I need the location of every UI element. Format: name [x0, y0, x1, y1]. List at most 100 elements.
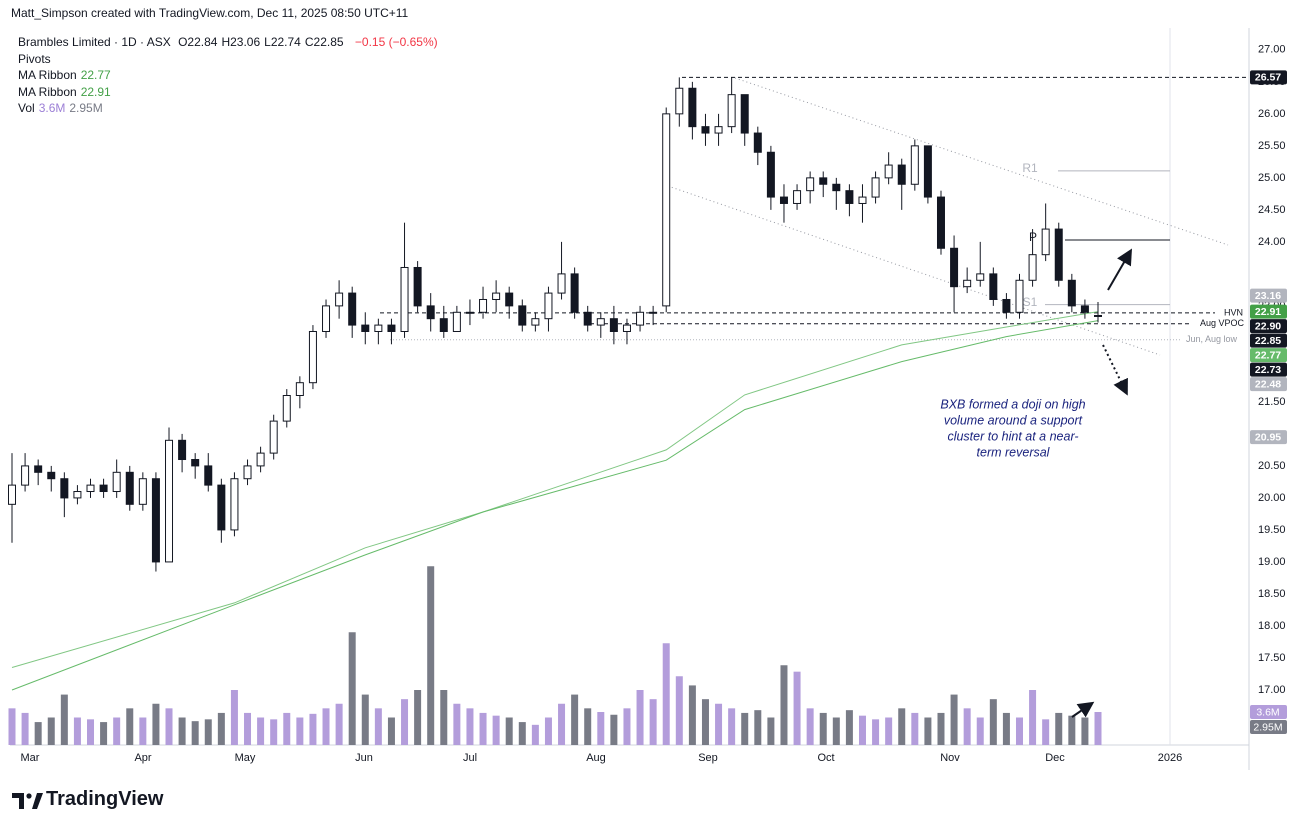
volume-bar — [872, 719, 880, 745]
volume-bar — [1094, 712, 1102, 745]
volume-bar — [87, 719, 95, 745]
volume-bar — [322, 708, 330, 745]
volume-bar — [374, 708, 382, 745]
volume-bar — [178, 717, 186, 745]
candle-body — [897, 164, 906, 185]
volume-bar — [1002, 712, 1010, 745]
volume-bar — [414, 690, 422, 745]
level-label: S1 — [1023, 295, 1038, 309]
candle-body — [518, 305, 527, 326]
c-val: 22.85 — [313, 35, 344, 49]
price-badge — [1250, 362, 1287, 377]
y-tick-label: 18.50 — [1258, 588, 1286, 600]
candle-body — [583, 311, 592, 326]
volume-bar — [767, 717, 775, 745]
volume-bar — [701, 699, 709, 745]
candle-body — [413, 266, 422, 307]
candle-body — [191, 459, 200, 467]
ma-value: 22.91 — [80, 84, 111, 99]
candle-body — [688, 87, 697, 128]
x-tick-label: Sep — [698, 752, 718, 764]
volume-bar — [924, 717, 932, 745]
volume-bar — [571, 694, 579, 745]
volume-bar — [8, 708, 16, 745]
candle-body — [531, 318, 540, 326]
candle-body — [740, 94, 749, 134]
price-badge — [1250, 348, 1287, 363]
volume-bar — [989, 699, 997, 745]
price-badge — [1250, 430, 1287, 445]
l-val: 22.74 — [270, 35, 301, 49]
candle-body — [845, 190, 854, 204]
volume-bar — [780, 665, 788, 745]
price-badge — [1250, 319, 1287, 334]
volume-bar — [152, 703, 160, 745]
volume-bar — [623, 708, 631, 745]
x-tick-label: Apr — [134, 752, 151, 764]
c-key: C — [304, 35, 314, 49]
ma-line — [11, 311, 1099, 668]
x-tick-label: 2026 — [1158, 752, 1182, 764]
volume-bar — [806, 708, 814, 745]
volume-bar — [73, 717, 81, 745]
candle-body — [204, 465, 213, 486]
y-tick-label: 17.50 — [1258, 652, 1286, 664]
volume-bar — [728, 708, 736, 745]
y-tick-label: 21.50 — [1258, 396, 1286, 408]
candle-body — [243, 465, 252, 480]
vol-ma: 2.95M — [69, 101, 103, 115]
candle-body — [505, 292, 514, 307]
candle-body — [178, 439, 187, 461]
volume-bar — [845, 710, 853, 745]
volume-bar — [976, 717, 984, 745]
candle-body — [989, 273, 998, 300]
logo-icon — [12, 793, 43, 809]
candle-body — [701, 126, 710, 134]
x-tick-label: Jul — [463, 752, 477, 764]
candle-body — [609, 318, 618, 332]
annotation: BXB formed a doji on high — [940, 397, 1085, 411]
y-tick-label: 17.00 — [1258, 684, 1286, 696]
o-key: O — [178, 35, 188, 49]
candle-body — [492, 292, 501, 300]
volume-bar — [963, 708, 971, 745]
volume-bar — [518, 722, 526, 745]
candle-body — [714, 126, 723, 134]
volume-bar — [244, 712, 252, 745]
volume-bar — [204, 719, 212, 745]
candle-body — [950, 247, 959, 288]
volume-bar — [257, 717, 265, 745]
volume-bar — [492, 715, 500, 745]
volume-bar — [610, 714, 618, 745]
volume-bar — [911, 712, 919, 745]
volume-bar — [885, 717, 893, 745]
volume-bar — [675, 676, 683, 745]
vol-name: Vol — [18, 101, 35, 115]
legend-row: MA Ribbon 22.77 — [18, 67, 442, 84]
candle-body — [99, 484, 108, 493]
volume-bar — [217, 712, 225, 745]
volume-bar — [348, 632, 356, 745]
candle-body — [426, 305, 435, 320]
symbol: Brambles Limited · 1D · ASX — [18, 35, 171, 49]
volume-bar — [60, 694, 68, 745]
candle-body — [322, 305, 331, 332]
candle-body — [963, 279, 972, 288]
volume-bar — [688, 685, 696, 745]
candle-body — [256, 452, 265, 467]
volume-bar — [401, 699, 409, 745]
volume-bar — [662, 643, 670, 745]
candle-body — [753, 132, 762, 153]
candle-body — [779, 196, 788, 204]
volume-bar — [361, 694, 369, 745]
price-badge-label: 20.95 — [1255, 431, 1281, 443]
annotation: term reversal — [977, 445, 1051, 459]
volume-bar — [937, 712, 945, 745]
candle-body — [923, 145, 932, 198]
x-tick-label: Mar — [21, 752, 40, 764]
y-tick-label: 25.00 — [1258, 172, 1286, 184]
volume-bar — [741, 712, 749, 745]
candle-body — [766, 151, 775, 198]
